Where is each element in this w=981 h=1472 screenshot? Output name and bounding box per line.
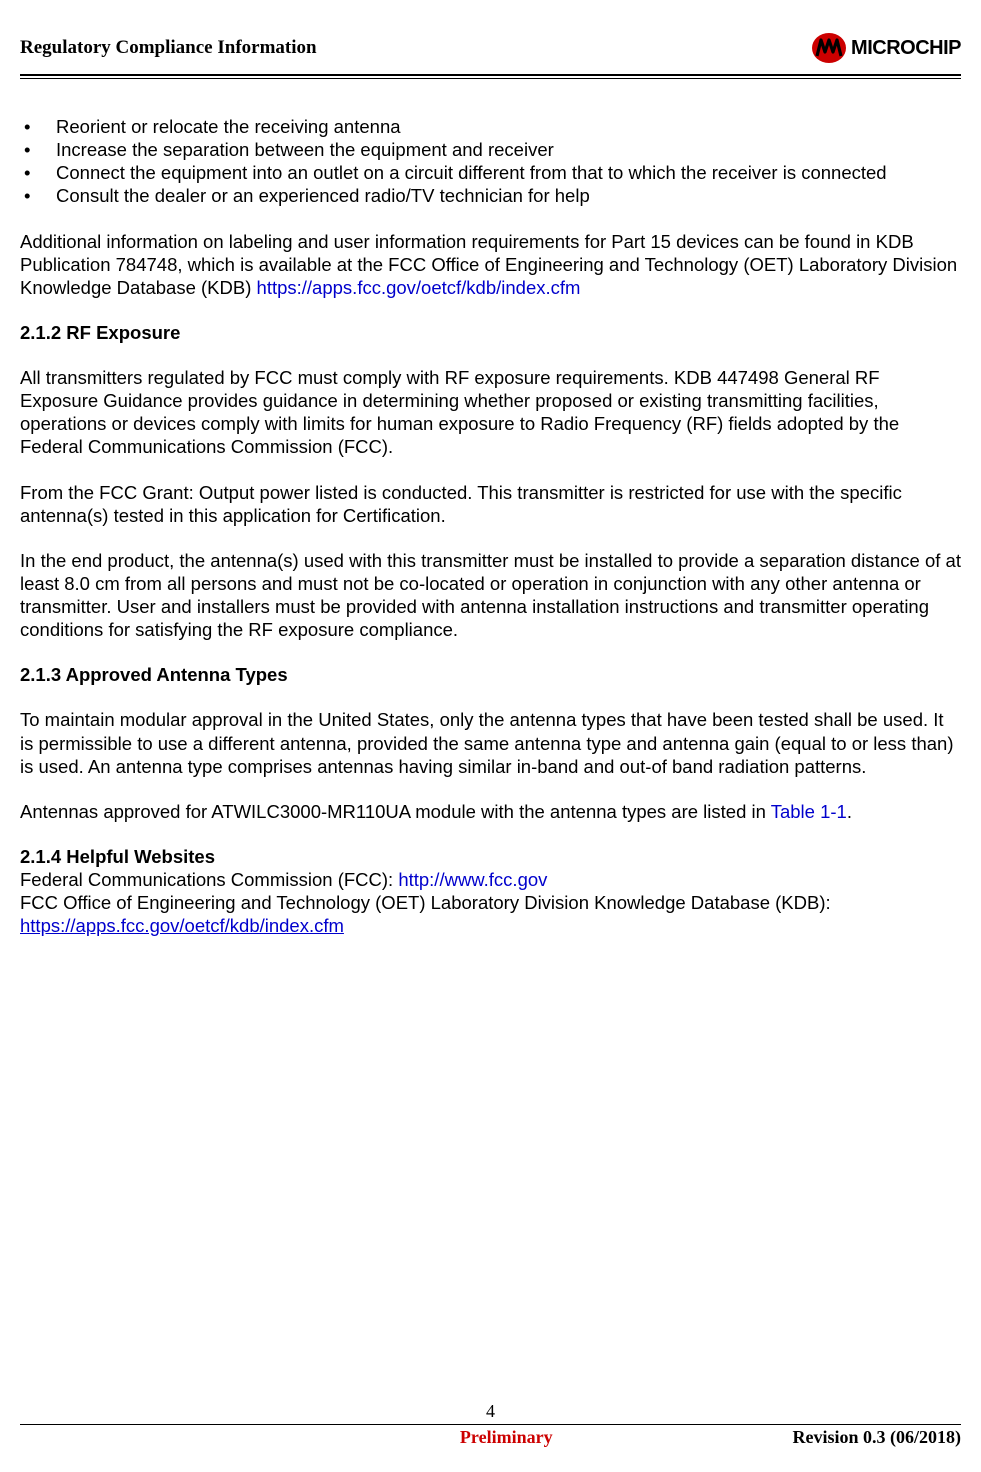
paragraph-212a: All transmitters regulated by FCC must c… xyxy=(20,366,961,459)
paragraph-213b: Antennas approved for ATWILC3000-MR110UA… xyxy=(20,800,961,823)
footer-center: Preliminary xyxy=(220,1427,793,1448)
link-kdb[interactable]: https://apps.fcc.gov/oetcf/kdb/index.cfm xyxy=(257,277,581,298)
page-number: 4 xyxy=(20,1401,961,1422)
heading-214: 2.1.4 Helpful Websites xyxy=(20,845,961,868)
text: Antennas approved for ATWILC3000-MR110UA… xyxy=(20,801,771,822)
list-item: Connect the equipment into an outlet on … xyxy=(20,161,961,184)
bullet-list: Reorient or relocate the receiving anten… xyxy=(20,115,961,208)
paragraph-additional: Additional information on labeling and u… xyxy=(20,230,961,299)
paragraph-214a: Federal Communications Commission (FCC):… xyxy=(20,868,961,891)
link-kdb2[interactable]: https://apps.fcc.gov/oetcf/kdb/index.cfm xyxy=(20,915,344,936)
page-header: Regulatory Compliance Information MICROC… xyxy=(20,30,961,66)
link-fcc[interactable]: http://www.fcc.gov xyxy=(398,869,547,890)
page-content: Reorient or relocate the receiving anten… xyxy=(20,115,961,937)
header-rule xyxy=(20,74,961,79)
logo-text: MICROCHIP xyxy=(851,37,961,60)
paragraph-212b: From the FCC Grant: Output power listed … xyxy=(20,481,961,527)
heading-212: 2.1.2 RF Exposure xyxy=(20,321,961,344)
list-item: Increase the separation between the equi… xyxy=(20,138,961,161)
header-title: Regulatory Compliance Information xyxy=(20,37,317,59)
list-item: Reorient or relocate the receiving anten… xyxy=(20,115,961,138)
heading-213: 2.1.3 Approved Antenna Types xyxy=(20,663,961,686)
text: . xyxy=(847,801,852,822)
logo-icon xyxy=(811,30,847,66)
table-ref: Table 1-1 xyxy=(771,801,847,822)
paragraph-214c: https://apps.fcc.gov/oetcf/kdb/index.cfm xyxy=(20,914,961,937)
page-footer: 4 Preliminary Revision 0.3 (06/2018) xyxy=(20,1401,961,1448)
paragraph-214b: FCC Office of Engineering and Technology… xyxy=(20,891,961,914)
list-item: Consult the dealer or an experienced rad… xyxy=(20,184,961,207)
footer-row: Preliminary Revision 0.3 (06/2018) xyxy=(20,1425,961,1448)
preliminary-label: Preliminary xyxy=(460,1427,553,1447)
revision-label: Revision 0.3 (06/2018) xyxy=(793,1427,962,1448)
paragraph-212c: In the end product, the antenna(s) used … xyxy=(20,549,961,642)
paragraph-213a: To maintain modular approval in the Unit… xyxy=(20,708,961,777)
text: Federal Communications Commission (FCC): xyxy=(20,869,398,890)
brand-logo: MICROCHIP xyxy=(811,30,961,66)
